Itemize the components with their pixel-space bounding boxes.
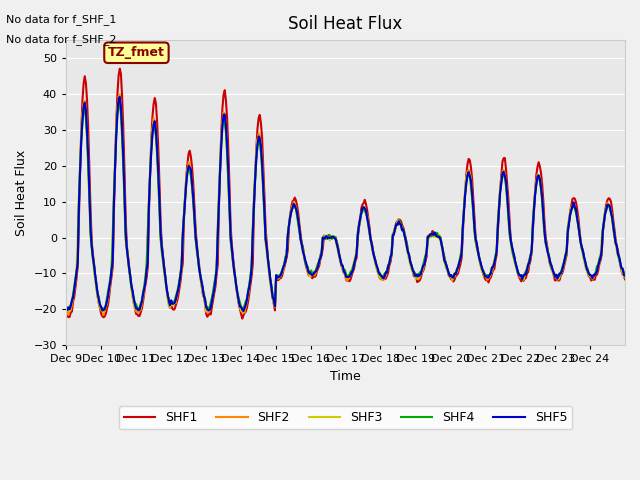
- SHF3: [300, 253, 308, 259]
- SHF2: [404, 250, 412, 256]
- SHF2: [378, 277, 385, 283]
- Line: SHF2: SHF2: [66, 95, 625, 315]
- SHF5: [237, 304, 245, 310]
- Line: SHF4: SHF4: [66, 103, 625, 310]
- X-axis label: Time: Time: [330, 370, 361, 383]
- SHF4: [572, 210, 580, 216]
- Line: SHF3: SHF3: [66, 100, 625, 312]
- SHF2: [572, 209, 580, 215]
- SHF2: [116, 92, 124, 97]
- SHF3: [404, 251, 412, 257]
- SHF4: [378, 272, 385, 278]
- SHF3: [100, 309, 108, 315]
- SHF1: [378, 276, 385, 281]
- SHF5: [116, 94, 124, 100]
- SHF5: [404, 249, 412, 255]
- Legend: SHF1, SHF2, SHF3, SHF4, SHF5: SHF1, SHF2, SHF3, SHF4, SHF5: [119, 407, 572, 430]
- SHF5: [62, 304, 70, 310]
- SHF2: [621, 274, 629, 280]
- SHF4: [621, 273, 629, 279]
- Line: SHF1: SHF1: [66, 69, 625, 319]
- SHF3: [621, 274, 629, 279]
- SHF1: [300, 254, 308, 260]
- SHF1: [62, 308, 70, 314]
- SHF3: [378, 273, 385, 279]
- SHF2: [100, 312, 108, 318]
- SHF4: [404, 249, 412, 254]
- SHF1: [116, 66, 124, 72]
- SHF1: [572, 199, 580, 205]
- SHF5: [572, 206, 580, 212]
- SHF4: [476, 254, 483, 260]
- SHF1: [476, 255, 483, 261]
- SHF3: [572, 210, 580, 216]
- SHF2: [300, 252, 308, 258]
- SHF4: [115, 100, 122, 106]
- SHF2: [62, 308, 70, 313]
- SHF4: [239, 305, 246, 311]
- Text: TZ_fmet: TZ_fmet: [108, 46, 165, 59]
- Title: Soil Heat Flux: Soil Heat Flux: [289, 15, 403, 33]
- Text: No data for f_SHF_1: No data for f_SHF_1: [6, 14, 116, 25]
- SHF1: [239, 316, 246, 322]
- SHF3: [115, 97, 122, 103]
- SHF5: [239, 308, 247, 314]
- SHF5: [476, 255, 483, 261]
- SHF1: [404, 248, 412, 254]
- SHF2: [239, 310, 246, 315]
- SHF5: [300, 252, 308, 258]
- SHF2: [476, 253, 483, 259]
- SHF5: [621, 273, 629, 279]
- SHF3: [239, 307, 246, 312]
- Line: SHF5: SHF5: [66, 97, 625, 311]
- Y-axis label: Soil Heat Flux: Soil Heat Flux: [15, 150, 28, 236]
- SHF5: [378, 273, 385, 279]
- SHF4: [62, 303, 70, 309]
- SHF1: [621, 276, 629, 282]
- SHF4: [300, 253, 308, 259]
- SHF3: [62, 304, 70, 310]
- SHF4: [65, 307, 72, 312]
- SHF1: [237, 311, 245, 317]
- SHF3: [476, 256, 483, 262]
- Text: No data for f_SHF_2: No data for f_SHF_2: [6, 34, 117, 45]
